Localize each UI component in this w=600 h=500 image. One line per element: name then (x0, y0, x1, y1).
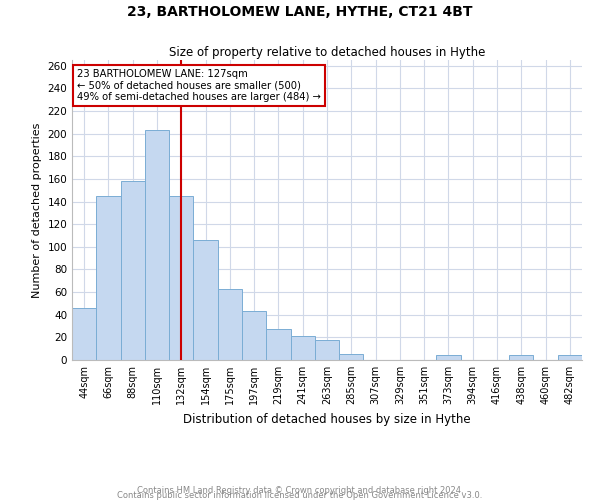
Bar (96, 196, 121, 360)
Text: Contains HM Land Registry data © Crown copyright and database right 2024.: Contains HM Land Registry data © Crown c… (137, 486, 463, 495)
Bar (169, 196, 193, 360)
Y-axis label: Number of detached properties: Number of detached properties (32, 122, 42, 298)
Bar (218, 288, 242, 360)
Bar (290, 336, 315, 360)
Bar (193, 240, 218, 360)
Text: Contains public sector information licensed under the Open Government Licence v3: Contains public sector information licen… (118, 490, 482, 500)
Bar (242, 312, 266, 360)
Text: 23 BARTHOLOMEW LANE: 127sqm
← 50% of detached houses are smaller (500)
49% of se: 23 BARTHOLOMEW LANE: 127sqm ← 50% of det… (77, 69, 321, 102)
Bar (509, 356, 533, 360)
Bar (558, 356, 582, 360)
Text: 23, BARTHOLOMEW LANE, HYTHE, CT21 4BT: 23, BARTHOLOMEW LANE, HYTHE, CT21 4BT (127, 5, 473, 19)
Bar (72, 308, 96, 360)
Bar (339, 354, 364, 360)
Bar (315, 340, 339, 360)
Title: Size of property relative to detached houses in Hythe: Size of property relative to detached ho… (169, 46, 485, 59)
Bar (436, 356, 461, 360)
X-axis label: Distribution of detached houses by size in Hythe: Distribution of detached houses by size … (183, 412, 471, 426)
Bar (266, 330, 290, 360)
Bar (145, 130, 169, 360)
Bar (121, 181, 145, 360)
